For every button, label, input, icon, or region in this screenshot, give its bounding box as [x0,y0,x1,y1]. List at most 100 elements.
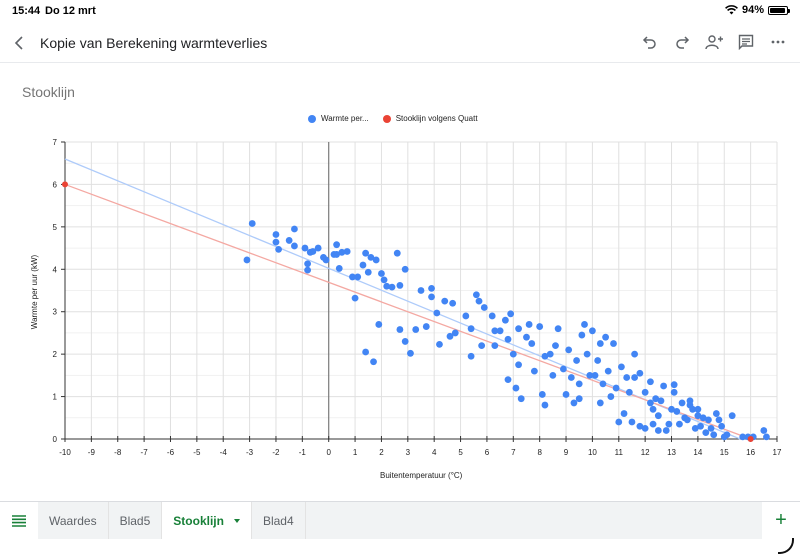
data-point[interactable] [599,380,607,388]
data-point[interactable] [596,340,604,347]
data-point[interactable] [467,352,475,360]
data-point[interactable] [673,408,681,415]
legend-item-warmte[interactable]: Warmte per... [308,114,369,123]
data-point[interactable] [676,420,683,428]
data-point[interactable] [618,363,625,371]
data-point[interactable] [575,395,583,403]
data-point[interactable] [433,309,441,317]
data-point[interactable] [612,384,620,392]
tab-waardes[interactable]: Waardes [38,502,109,539]
data-point[interactable] [401,265,409,273]
data-point[interactable] [567,374,575,381]
data-point[interactable] [697,422,704,430]
data-point[interactable] [436,340,443,348]
data-point[interactable] [654,412,662,420]
data-point[interactable] [343,248,351,255]
data-point[interactable] [393,249,401,257]
data-point[interactable] [375,321,383,328]
data-point[interactable] [628,418,636,426]
data-point[interactable] [570,399,578,407]
data-point[interactable] [491,342,499,350]
data-point[interactable] [694,405,702,413]
data-point[interactable] [417,287,425,294]
data-point[interactable] [412,326,420,333]
data-point[interactable] [372,256,380,264]
data-point[interactable] [694,412,702,420]
data-point[interactable] [586,371,594,379]
data-point[interactable] [649,420,657,428]
data-point[interactable] [625,388,633,396]
data-point[interactable] [380,276,388,284]
data-point[interactable] [712,410,720,417]
data-point[interactable] [594,357,602,364]
data-point[interactable] [565,346,573,354]
data-point[interactable] [422,323,430,330]
tab-blad4[interactable]: Blad4 [252,502,306,539]
data-point[interactable] [702,429,710,437]
data-point[interactable] [631,374,638,381]
data-point[interactable] [636,422,644,430]
data-point[interactable] [546,350,554,358]
data-point[interactable] [636,369,644,377]
data-point[interactable] [248,220,256,227]
data-point[interactable] [549,371,557,379]
data-point[interactable] [665,420,673,428]
data-point[interactable] [333,251,341,258]
data-point[interactable] [428,293,435,301]
data-point[interactable] [335,265,343,272]
share-button[interactable] [702,30,726,54]
data-point[interactable] [462,312,470,320]
data-point[interactable] [349,273,356,281]
data-point[interactable] [362,249,370,257]
data-point[interactable] [291,225,298,233]
data-point[interactable] [449,299,457,307]
legend-item-stooklijn[interactable]: Stooklijn volgens Quatt [382,114,478,123]
tab-menu-caret-icon[interactable] [233,518,240,523]
data-point[interactable] [515,361,522,369]
data-point[interactable] [525,321,533,328]
data-point[interactable] [314,244,322,252]
data-point[interactable] [446,332,454,340]
data-point[interactable] [496,327,504,335]
data-point[interactable] [333,241,341,249]
data-point[interactable] [359,261,367,269]
data-point[interactable] [710,431,718,439]
data-point[interactable] [523,333,530,341]
data-point[interactable] [291,242,298,250]
data-point[interactable] [491,327,499,335]
data-point[interactable] [683,416,691,424]
data-point[interactable] [652,395,660,403]
data-point[interactable] [715,416,723,424]
data-point[interactable] [686,397,694,405]
data-point[interactable] [610,340,617,347]
data-point[interactable] [578,331,586,339]
data-point[interactable] [691,424,699,432]
data-point[interactable] [641,388,649,396]
data-point[interactable] [670,388,678,396]
data-point[interactable] [763,433,770,441]
data-point[interactable] [657,397,665,405]
data-point[interactable] [641,424,649,432]
data-point[interactable] [301,244,309,252]
data-point[interactable] [562,391,570,398]
data-point[interactable] [396,326,404,333]
data-point[interactable] [720,433,728,441]
data-point[interactable] [649,405,657,413]
data-point[interactable] [501,316,509,324]
data-point[interactable] [678,399,686,407]
data-point[interactable] [512,384,520,392]
data-point[interactable] [528,340,536,347]
data-point[interactable] [517,395,525,403]
data-point[interactable] [728,412,736,420]
data-point[interactable] [338,248,346,256]
data-point[interactable] [583,350,591,358]
add-sheet-button[interactable]: + [762,502,800,539]
data-point[interactable] [472,291,480,299]
data-point[interactable] [554,325,562,333]
back-button[interactable] [10,31,30,55]
data-point[interactable] [304,260,312,268]
more-button[interactable] [766,30,790,54]
data-point[interactable] [378,270,385,277]
data-point[interactable] [504,335,512,343]
data-point[interactable] [705,416,712,424]
